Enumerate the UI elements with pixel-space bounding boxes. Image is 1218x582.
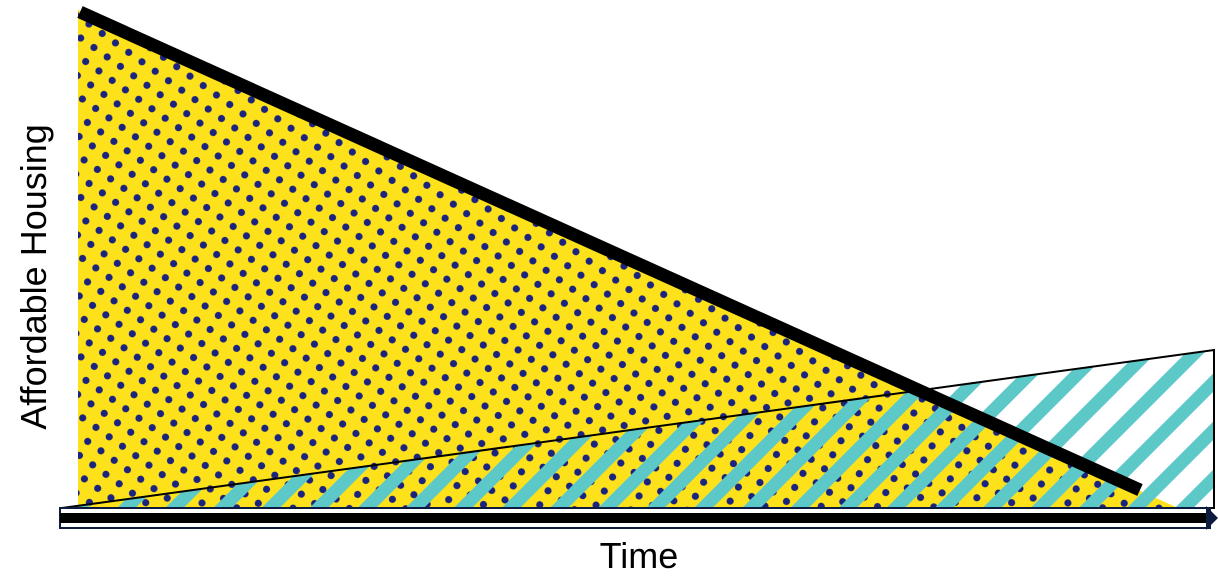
y-axis-label: Affordable Housing — [13, 124, 54, 430]
time-axis-arrowhead — [1206, 506, 1218, 530]
time-axis-core — [60, 513, 1210, 523]
declining-trend-line — [77, 6, 1143, 496]
x-axis-label: Time — [600, 535, 679, 576]
